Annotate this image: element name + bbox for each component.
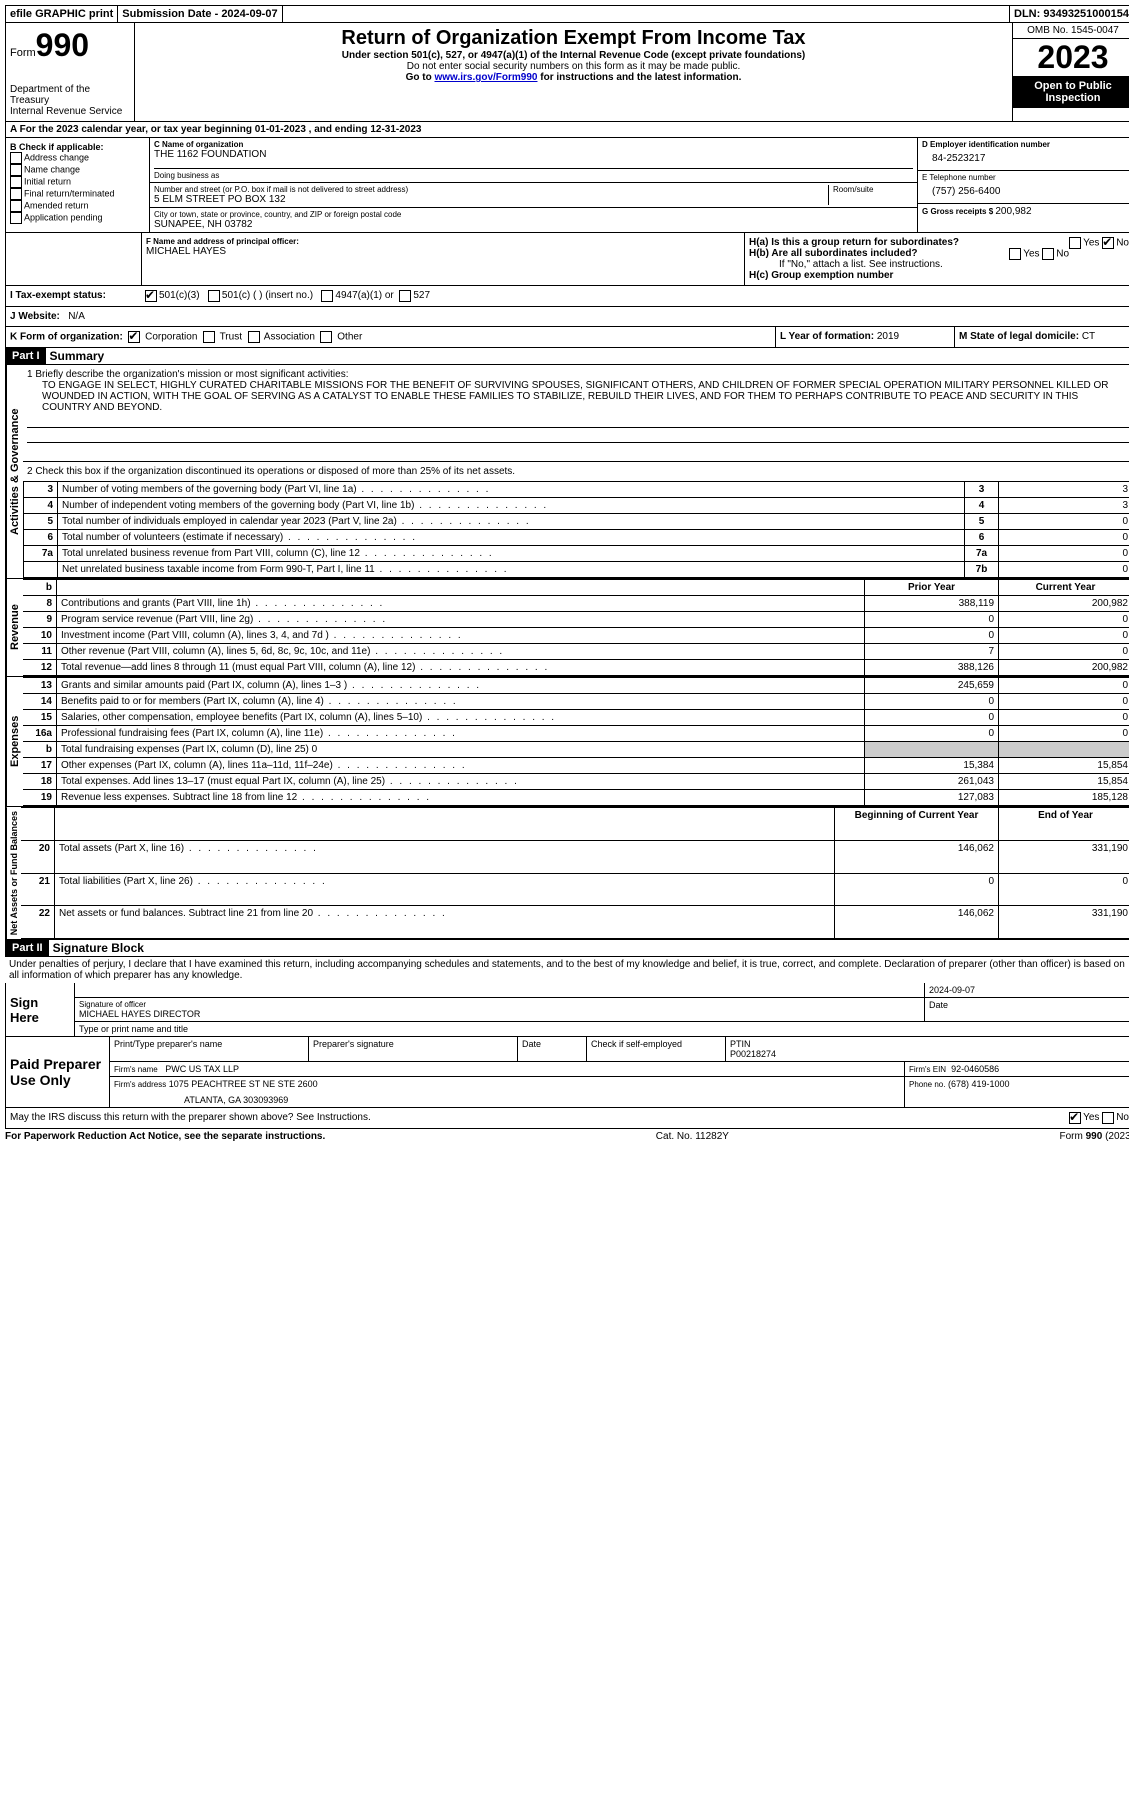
check-4947[interactable] bbox=[321, 290, 333, 302]
vlabel-revenue: Revenue bbox=[6, 579, 23, 676]
section-j: J Website: N/A bbox=[5, 307, 1129, 327]
city-box: City or town, state or province, country… bbox=[150, 208, 917, 232]
submission-date: Submission Date - 2024-09-07 bbox=[118, 6, 282, 22]
ha-row: H(a) Is this a group return for subordin… bbox=[749, 237, 1129, 248]
dln: DLN: 93493251000154 bbox=[1010, 6, 1129, 22]
ein-box: D Employer identification number 84-2523… bbox=[918, 138, 1129, 171]
revenue-section: Revenue bPrior YearCurrent Year8Contribu… bbox=[5, 579, 1129, 677]
omb-number: OMB No. 1545-0047 bbox=[1013, 23, 1129, 39]
signature-block: Sign Here 2024-09-07 Signature of office… bbox=[5, 983, 1129, 1108]
hb-note: If "No," attach a list. See instructions… bbox=[749, 259, 1129, 270]
net-section: Net Assets or Fund Balances Beginning of… bbox=[5, 807, 1129, 940]
open-inspection: Open to Public Inspection bbox=[1013, 76, 1129, 108]
check-initial[interactable]: Initial return bbox=[10, 176, 145, 188]
vlabel-net: Net Assets or Fund Balances bbox=[6, 807, 21, 939]
check-amended[interactable]: Amended return bbox=[10, 200, 145, 212]
check-527[interactable] bbox=[399, 290, 411, 302]
governance-section: Activities & Governance 1 Briefly descri… bbox=[5, 365, 1129, 579]
paid-preparer: Paid Preparer Use Only bbox=[6, 1037, 110, 1107]
dept-treasury: Department of the Treasury bbox=[10, 84, 130, 106]
irs-link[interactable]: www.irs.gov/Form990 bbox=[434, 72, 537, 83]
footer: For Paperwork Reduction Act Notice, see … bbox=[5, 1129, 1129, 1144]
check-501c[interactable] bbox=[208, 290, 220, 302]
check-address[interactable]: Address change bbox=[10, 152, 145, 164]
section-a: A For the 2023 calendar year, or tax yea… bbox=[5, 122, 1129, 138]
tel-box: E Telephone number (757) 256-6400 bbox=[918, 171, 1129, 204]
section-klm: K Form of organization: Corporation Trus… bbox=[5, 327, 1129, 348]
efile-label: efile GRAPHIC print bbox=[6, 6, 118, 22]
revenue-table: bPrior YearCurrent Year8Contributions an… bbox=[23, 579, 1129, 676]
line2: 2 Check this box if the organization dis… bbox=[23, 462, 1129, 481]
gross-box: G Gross receipts $ 200,982 bbox=[918, 204, 1129, 228]
street-box: Number and street (or P.O. box if mail i… bbox=[150, 183, 917, 208]
col-b-header: B Check if applicable: bbox=[10, 142, 145, 152]
mission-label: 1 Briefly describe the organization's mi… bbox=[27, 369, 1129, 380]
part1-header: Part I Summary bbox=[5, 348, 1129, 365]
tax-year: 2023 bbox=[1013, 39, 1129, 76]
main-info-grid: B Check if applicable: Address change Na… bbox=[5, 138, 1129, 233]
vlabel-governance: Activities & Governance bbox=[6, 365, 23, 578]
top-bar: efile GRAPHIC print Submission Date - 20… bbox=[5, 5, 1129, 23]
discuss-yes[interactable] bbox=[1069, 1112, 1081, 1124]
form-header: Form990 Department of the Treasury Inter… bbox=[5, 23, 1129, 122]
discuss-no[interactable] bbox=[1102, 1112, 1114, 1124]
check-final[interactable]: Final return/terminated bbox=[10, 188, 145, 200]
declaration: Under penalties of perjury, I declare th… bbox=[5, 957, 1129, 983]
vlabel-expenses: Expenses bbox=[6, 677, 23, 806]
col-b-checkboxes: B Check if applicable: Address change Na… bbox=[6, 138, 150, 232]
form-title: Return of Organization Exempt From Incom… bbox=[139, 27, 1008, 50]
check-pending[interactable]: Application pending bbox=[10, 212, 145, 224]
ssn-note: Do not enter social security numbers on … bbox=[139, 61, 1008, 72]
section-i: I Tax-exempt status: 501(c)(3) 501(c) ( … bbox=[5, 286, 1129, 307]
org-name-box: C Name of organization THE 1162 FOUNDATI… bbox=[150, 138, 917, 183]
check-corp[interactable] bbox=[128, 331, 140, 343]
check-assoc[interactable] bbox=[248, 331, 260, 343]
net-table: Beginning of Current YearEnd of Year20To… bbox=[21, 807, 1129, 939]
section-fh: F Name and address of principal officer:… bbox=[5, 233, 1129, 286]
check-other[interactable] bbox=[320, 331, 332, 343]
discuss-row: May the IRS discuss this return with the… bbox=[5, 1108, 1129, 1129]
governance-table: 3Number of voting members of the governi… bbox=[23, 481, 1129, 578]
expenses-section: Expenses 13Grants and similar amounts pa… bbox=[5, 677, 1129, 807]
mission-text: TO ENGAGE IN SELECT, HIGHLY CURATED CHAR… bbox=[27, 380, 1129, 413]
hc-row: H(c) Group exemption number bbox=[749, 270, 1129, 281]
check-501c3[interactable] bbox=[145, 290, 157, 302]
expenses-table: 13Grants and similar amounts paid (Part … bbox=[23, 677, 1129, 806]
part2-header: Part II Signature Block bbox=[5, 940, 1129, 957]
sig-date: 2024-09-07 bbox=[925, 983, 1129, 997]
form-subtitle: Under section 501(c), 527, or 4947(a)(1)… bbox=[139, 50, 1008, 61]
sign-here: Sign Here bbox=[6, 983, 75, 1036]
goto-note: Go to www.irs.gov/Form990 for instructio… bbox=[139, 72, 1008, 83]
check-name[interactable]: Name change bbox=[10, 164, 145, 176]
check-trust[interactable] bbox=[203, 331, 215, 343]
officer-name: MICHAEL HAYES bbox=[146, 246, 740, 257]
form-number: Form990 bbox=[10, 27, 130, 64]
officer-label: F Name and address of principal officer: bbox=[146, 237, 740, 246]
hb-row: H(b) Are all subordinates included? Yes … bbox=[749, 248, 1129, 259]
irs-label: Internal Revenue Service bbox=[10, 106, 130, 117]
